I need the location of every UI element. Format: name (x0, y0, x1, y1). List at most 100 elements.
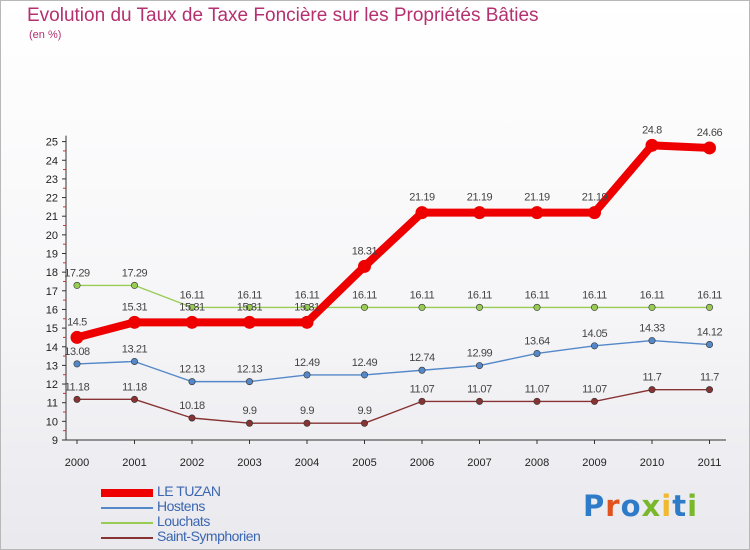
data-label-le-tuzan: 15.31 (294, 301, 320, 313)
data-point-hostens (131, 357, 139, 365)
data-label-saint-symphorien: 11.18 (122, 381, 147, 393)
legend-item-louchats: Louchats (101, 513, 321, 530)
y-tick-label: 16 (46, 304, 58, 316)
data-point-saint-symphorien (590, 397, 598, 405)
chart-title: Evolution du Taux de Taxe Foncière sur l… (27, 5, 539, 26)
data-point-saint-symphorien (533, 397, 541, 405)
data-point-louchats (648, 303, 656, 311)
x-tick-label: 2008 (525, 457, 549, 469)
y-tick-label: 21 (46, 211, 58, 223)
data-label-louchats: 16.11 (640, 289, 665, 301)
data-point-hostens (475, 362, 483, 370)
axes: 9 10 11 12 13 14 15 16 17 18 19 20 21 22 23 24 25 2000 200… (46, 135, 726, 469)
data-label-louchats: 16.11 (410, 289, 435, 301)
data-point-saint-symphorien (131, 395, 139, 403)
data-point-hostens (590, 342, 598, 350)
x-tick-label: 2001 (122, 457, 146, 469)
data-label-le-tuzan: 24.66 (697, 127, 723, 139)
data-label-hostens: 13.21 (122, 343, 148, 355)
data-label-saint-symphorien: 9.9 (300, 405, 314, 417)
data-point-louchats (360, 303, 368, 311)
data-label-saint-symphorien: 11.7 (643, 372, 662, 384)
logo-letter: x (641, 489, 662, 523)
data-point-louchats (705, 303, 713, 311)
data-point-le-tuzan (473, 206, 486, 220)
data-label-saint-symphorien: 9.9 (242, 405, 256, 417)
data-point-saint-symphorien (418, 397, 426, 405)
data-point-louchats (475, 303, 483, 311)
data-point-hostens (648, 337, 656, 345)
data-point-saint-symphorien (475, 397, 483, 405)
data-point-saint-symphorien (188, 414, 196, 422)
legend-item-saint-symphorien: Saint-Symphorien (101, 528, 321, 545)
x-tick-label: 2003 (237, 457, 261, 469)
logo-letter: t (672, 489, 688, 523)
data-label-louchats: 16.11 (582, 289, 607, 301)
data-label-saint-symphorien: 11.07 (525, 383, 550, 395)
legend-swatch (101, 489, 153, 497)
data-label-le-tuzan: 21.19 (409, 192, 435, 204)
data-point-le-tuzan (358, 259, 371, 273)
data-point-le-tuzan (588, 206, 601, 220)
data-point-le-tuzan (645, 138, 659, 152)
data-label-le-tuzan: 18.31 (352, 245, 378, 257)
y-tick-label: 17 (46, 286, 58, 298)
data-label-le-tuzan: 21.19 (524, 192, 550, 204)
data-point-le-tuzan (128, 315, 141, 329)
data-label-hostens: 13.08 (64, 346, 90, 358)
data-point-louchats (246, 303, 254, 311)
data-label-le-tuzan: 21.19 (582, 192, 608, 204)
legend-label: Hostens (157, 498, 205, 514)
y-tick-label: 13 (46, 360, 58, 372)
data-point-saint-symphorien (648, 386, 656, 394)
y-tick-label: 18 (46, 267, 58, 279)
data-label-saint-symphorien: 10.18 (179, 400, 205, 412)
y-tick-label: 25 (46, 137, 58, 149)
legend-label: LE TUZAN (157, 483, 221, 499)
data-point-hostens (418, 366, 426, 374)
data-point-hostens (303, 371, 311, 379)
data-label-louchats: 16.11 (467, 289, 492, 301)
data-label-hostens: 12.49 (352, 357, 378, 369)
x-tick-label: 2000 (65, 457, 89, 469)
data-point-saint-symphorien (73, 395, 81, 403)
y-tick-label: 19 (46, 249, 58, 261)
data-point-louchats (303, 303, 311, 311)
data-point-hostens (246, 378, 254, 386)
data-label-louchats: 17.29 (64, 267, 90, 279)
y-tick-label: 20 (46, 230, 58, 242)
data-label-le-tuzan: 15.31 (237, 301, 263, 313)
data-point-hostens (360, 371, 368, 379)
y-tick-label: 9 (52, 435, 58, 447)
data-label-hostens: 12.13 (237, 364, 263, 376)
data-point-hostens (705, 341, 713, 349)
data-point-hostens (188, 378, 196, 386)
data-point-saint-symphorien (303, 419, 311, 427)
x-tick-label: 2007 (467, 457, 491, 469)
series-lines (70, 138, 716, 427)
x-tick-label: 2010 (640, 457, 664, 469)
data-label-hostens: 12.74 (409, 352, 435, 364)
legend-item-le-tuzan: LE TUZAN (101, 483, 321, 500)
proxiti-logo: Proxiti (583, 489, 698, 523)
x-tick-label: 2006 (410, 457, 434, 469)
data-label-le-tuzan: 15.31 (122, 301, 148, 313)
data-label-le-tuzan: 24.8 (642, 124, 662, 136)
data-label-louchats: 16.11 (295, 289, 320, 301)
data-point-saint-symphorien (705, 386, 713, 394)
legend-swatch (101, 537, 153, 539)
y-tick-label: 24 (46, 155, 58, 167)
data-point-hostens (533, 349, 541, 357)
data-label-hostens: 14.05 (582, 328, 608, 340)
data-label-saint-symphorien: 11.07 (582, 383, 607, 395)
series-line-saint-symphorien (76, 388, 711, 424)
y-tick-label: 12 (46, 379, 58, 391)
y-tick-label: 14 (46, 342, 58, 354)
data-point-le-tuzan (185, 315, 199, 329)
data-point-louchats (73, 281, 81, 289)
data-point-louchats (533, 303, 541, 311)
data-point-le-tuzan (70, 330, 84, 344)
legend-label: Saint-Symphorien (157, 528, 261, 544)
